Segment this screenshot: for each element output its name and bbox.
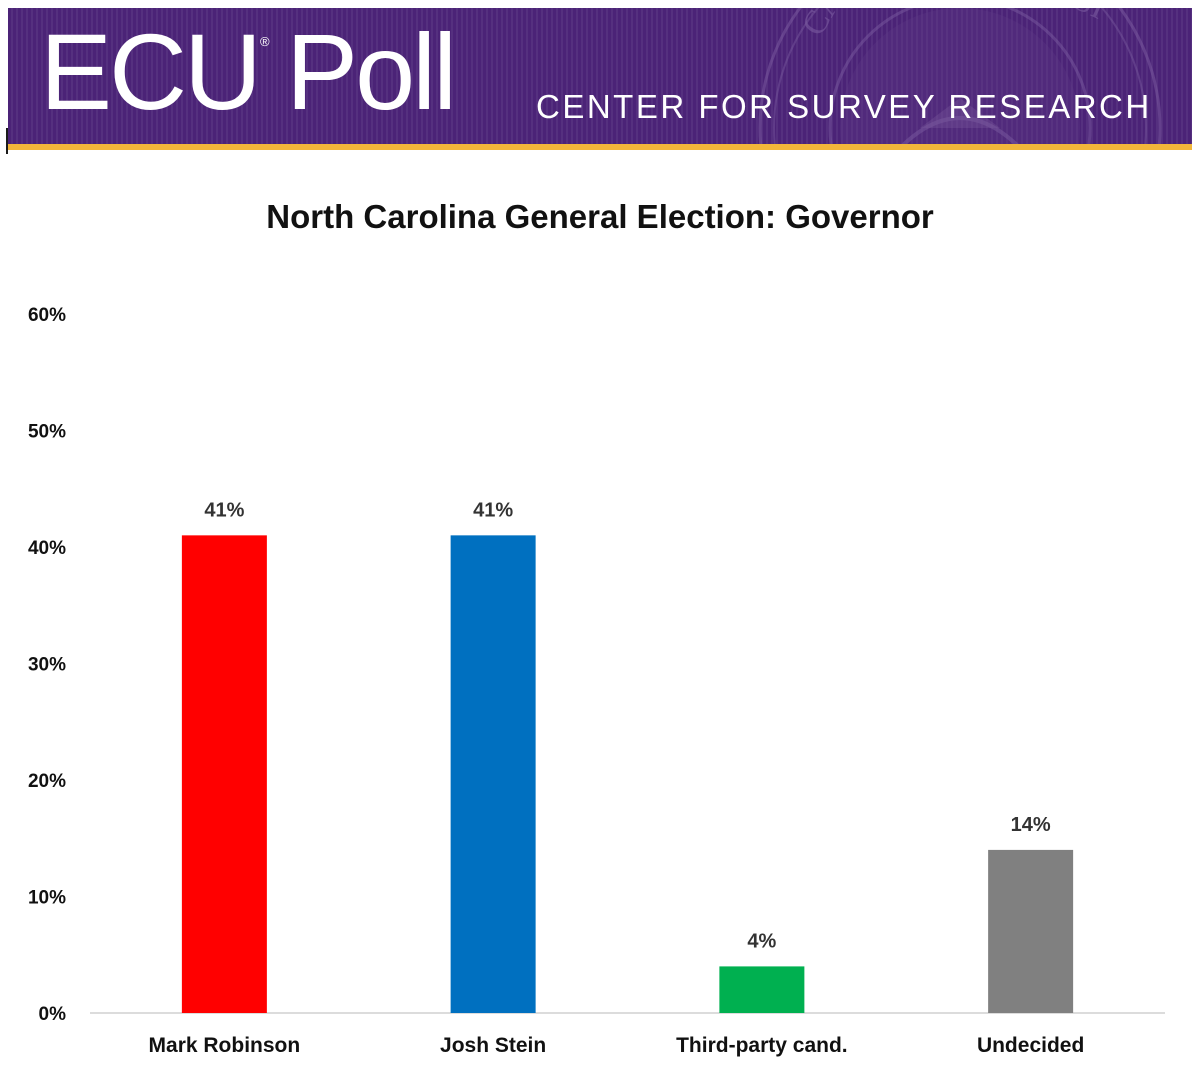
bar-mark-robinson bbox=[181, 535, 267, 1013]
y-tick-label: 50% bbox=[28, 422, 66, 443]
y-tick-label: 60% bbox=[28, 305, 66, 326]
y-tick-label: 30% bbox=[28, 655, 66, 676]
university-seal-icon: CAROL VERSI bbox=[758, 8, 1162, 144]
bar-data-label: 41% bbox=[473, 499, 513, 521]
bars bbox=[181, 535, 1074, 1013]
bar-data-label: 41% bbox=[204, 499, 244, 521]
x-category-label: Third-party cand. bbox=[676, 1034, 848, 1057]
bar-third-party-cand bbox=[719, 966, 805, 1013]
bar-data-label: 14% bbox=[1011, 814, 1051, 836]
ecu-poll-logo: ECU Poll bbox=[40, 11, 457, 132]
banner-edge-line bbox=[6, 128, 8, 154]
data-labels: 41% 41% 4% 14% bbox=[204, 499, 1050, 952]
banner-subtitle: CENTER FOR SURVEY RESEARCH bbox=[536, 88, 1152, 125]
registered-mark: ® bbox=[260, 34, 270, 49]
poll-banner: CAROL VERSI ECU Poll ® CENTER FOR SURVEY… bbox=[8, 8, 1192, 144]
bar-josh-stein bbox=[450, 535, 536, 1013]
x-category-label: Undecided bbox=[977, 1034, 1084, 1057]
y-tick-label: 10% bbox=[28, 888, 66, 909]
y-tick-label: 40% bbox=[28, 538, 66, 559]
bar-data-label: 4% bbox=[747, 930, 776, 952]
x-axis-labels: Mark Robinson Josh Stein Third-party cand.… bbox=[149, 1034, 1085, 1057]
bar-undecided bbox=[988, 849, 1074, 1013]
y-axis-labels: 0% 10% 20% 30% 40% 50% 60% bbox=[28, 305, 66, 1025]
banner-gold-stripe bbox=[8, 144, 1192, 150]
y-tick-label: 20% bbox=[28, 771, 66, 792]
x-category-label: Josh Stein bbox=[440, 1034, 546, 1057]
y-tick-label: 0% bbox=[39, 1004, 67, 1025]
x-category-label: Mark Robinson bbox=[149, 1034, 301, 1057]
chart-title: North Carolina General Election: Governo… bbox=[266, 198, 934, 235]
